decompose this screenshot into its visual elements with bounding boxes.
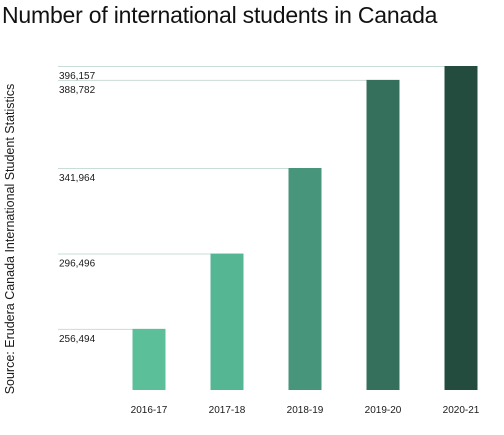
bar-2016-17	[132, 328, 166, 390]
category-label-2020-21: 2020-21	[443, 405, 480, 416]
value-label-2017-18: 296,496	[59, 259, 96, 270]
value-label-2016-17: 256,494	[59, 334, 96, 345]
value-tick-labels: 256,494 296,496 341,964 388,782 396,157	[59, 71, 96, 345]
bar-2020-21	[444, 66, 478, 390]
category-label-2017-18: 2017-18	[209, 405, 246, 416]
chart-title: Number of international students in Cana…	[2, 2, 438, 28]
bars	[132, 66, 478, 391]
value-lines	[58, 66, 445, 330]
category-labels: 2016-17 2017-18 2018-19 2019-20 2020-21	[131, 405, 480, 416]
category-label-2018-19: 2018-19	[287, 405, 324, 416]
category-label-2019-20: 2019-20	[365, 405, 402, 416]
bar-2018-19	[288, 167, 322, 390]
value-label-2020-21: 396,157	[59, 71, 96, 82]
bar-2019-20	[366, 79, 400, 391]
bar-2017-18	[210, 253, 244, 390]
value-label-2019-20: 388,782	[59, 85, 96, 96]
value-label-2018-19: 341,964	[59, 173, 96, 184]
category-label-2016-17: 2016-17	[131, 405, 168, 416]
